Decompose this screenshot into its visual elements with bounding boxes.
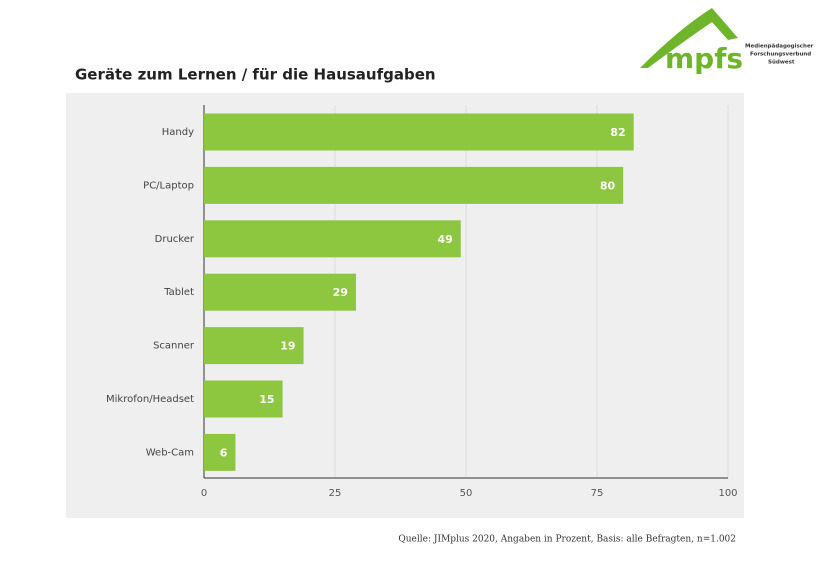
value-label: 80 (600, 179, 616, 192)
value-label: 49 (437, 233, 452, 246)
source-note: Quelle: JIMplus 2020, Angaben in Prozent… (398, 535, 736, 545)
bar (204, 327, 304, 365)
logo-arc (640, 8, 738, 68)
y-tick-label: PC/Laptop (143, 180, 194, 191)
logo-name: mpfs (665, 42, 743, 75)
y-tick-label: Web-Cam (146, 447, 194, 458)
y-tick-label: Scanner (153, 341, 195, 352)
logo-text: Südwest (768, 60, 795, 66)
bar (204, 166, 624, 204)
bar (204, 220, 461, 258)
logo: mpfs Medienpädagogischer Forschungsverbu… (640, 8, 814, 75)
y-tick-label: Handy (162, 127, 194, 138)
y-tick-label: Mikrofon/Headset (106, 394, 194, 405)
x-tick-label: 0 (201, 488, 207, 499)
x-tick-label: 25 (329, 488, 342, 499)
bar (204, 380, 283, 418)
y-tick-label: Drucker (155, 234, 195, 245)
value-label: 6 (220, 446, 228, 459)
logo-text: Medienpädagogischer (745, 44, 814, 50)
x-tick-label: 100 (718, 488, 737, 499)
value-label: 82 (610, 126, 625, 139)
x-tick-label: 75 (591, 488, 604, 499)
value-label: 29 (333, 286, 348, 299)
chart-title: Geräte zum Lernen / für die Hausaufgaben (75, 66, 436, 84)
value-label: 15 (259, 393, 274, 406)
y-tick-label: Tablet (163, 287, 194, 298)
value-label: 19 (280, 340, 295, 353)
logo-text: Forschungsverbund (750, 52, 811, 58)
bar (204, 273, 356, 311)
bar (204, 433, 236, 471)
x-tick-label: 50 (460, 488, 473, 499)
plot-background (66, 93, 744, 518)
bar (204, 113, 634, 151)
